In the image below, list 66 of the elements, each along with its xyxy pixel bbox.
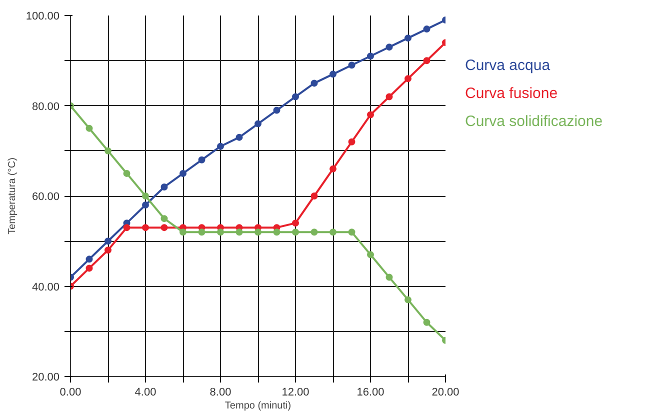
point (423, 26, 430, 33)
y-tick-label: 80.00 (32, 100, 60, 113)
point (310, 80, 318, 87)
point (142, 192, 149, 200)
point (273, 228, 280, 236)
x-tick-label: 16.00 (356, 386, 384, 398)
point (160, 183, 168, 190)
point (236, 228, 243, 236)
point (198, 156, 206, 164)
point (160, 215, 168, 222)
point (160, 224, 168, 232)
text: Curva acqua (465, 56, 550, 76)
point (292, 220, 299, 227)
point (330, 228, 336, 236)
point (180, 170, 186, 177)
point (330, 70, 336, 78)
point (254, 228, 262, 236)
text: Curva fusione (465, 84, 558, 104)
point (86, 264, 93, 272)
point (236, 134, 243, 141)
point (142, 202, 149, 209)
point (180, 228, 186, 236)
point (367, 251, 374, 258)
point (348, 228, 356, 236)
point (198, 228, 206, 236)
y-tick-label: 60.00 (32, 191, 60, 203)
point (404, 75, 412, 82)
y-axis-title: Temperatura (°C) (6, 158, 18, 234)
x-axis-title: Tempo (minuti) (224, 400, 292, 412)
point (348, 62, 356, 69)
point (348, 138, 356, 146)
x-tick-label: 0.00 (60, 386, 82, 398)
point (386, 44, 393, 51)
point (310, 228, 318, 236)
point (423, 57, 430, 64)
point (104, 246, 112, 254)
point (330, 165, 336, 172)
point (142, 224, 149, 232)
point (404, 296, 412, 304)
point (86, 124, 93, 132)
text: Curva solidificazione (465, 112, 603, 132)
point (273, 106, 280, 114)
y-tick-label: 20.00 (32, 372, 60, 384)
point (104, 238, 112, 245)
point (86, 256, 93, 263)
point (386, 274, 393, 281)
point (217, 142, 224, 150)
x-tick-label: 4.00 (134, 386, 156, 398)
point (292, 228, 299, 236)
point (292, 93, 299, 100)
point (310, 192, 318, 200)
point (254, 120, 262, 128)
point (367, 111, 374, 118)
point (404, 34, 412, 42)
x-tick-label: 12.00 (282, 386, 310, 398)
y-tick-label: 100.00 (26, 10, 60, 22)
point (104, 147, 112, 154)
point (423, 318, 430, 326)
point (386, 93, 393, 100)
point (123, 170, 130, 177)
x-tick-label: 8.00 (210, 386, 232, 398)
point (123, 224, 130, 232)
x-tick-label: 20.00 (432, 386, 460, 398)
point (367, 52, 374, 60)
point (217, 228, 224, 236)
y-tick-label: 40.00 (32, 281, 60, 294)
